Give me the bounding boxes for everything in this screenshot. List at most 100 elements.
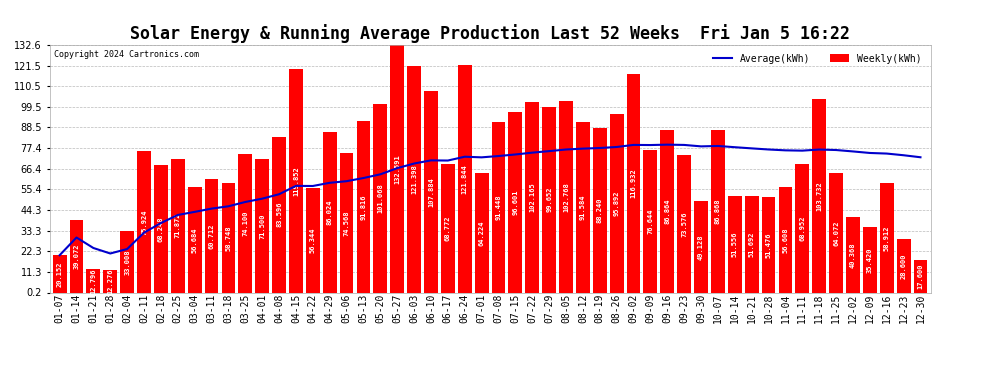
- Bar: [897, 239, 911, 293]
- Text: 64.224: 64.224: [478, 220, 485, 246]
- Bar: [407, 66, 421, 293]
- Text: 71.872: 71.872: [175, 213, 181, 238]
- Bar: [222, 183, 236, 293]
- Text: 51.692: 51.692: [748, 232, 754, 257]
- Text: 86.864: 86.864: [664, 199, 670, 224]
- Bar: [846, 217, 860, 293]
- Bar: [323, 132, 337, 293]
- Text: 83.596: 83.596: [276, 202, 282, 228]
- Text: 74.568: 74.568: [344, 210, 349, 236]
- Text: 51.556: 51.556: [732, 232, 738, 257]
- Text: 103.732: 103.732: [816, 181, 823, 211]
- Bar: [356, 121, 370, 293]
- Text: 116.932: 116.932: [631, 169, 637, 198]
- Bar: [694, 201, 708, 293]
- Text: 49.128: 49.128: [698, 234, 704, 260]
- Bar: [239, 154, 252, 293]
- Text: 64.072: 64.072: [833, 220, 840, 246]
- Bar: [103, 270, 117, 293]
- Bar: [86, 269, 100, 293]
- Text: 96.601: 96.601: [513, 190, 519, 215]
- Bar: [441, 164, 454, 293]
- Bar: [154, 165, 168, 293]
- Text: 28.600: 28.600: [901, 254, 907, 279]
- Bar: [778, 187, 792, 293]
- Bar: [390, 45, 404, 293]
- Bar: [914, 260, 928, 293]
- Text: 56.344: 56.344: [310, 228, 316, 253]
- Text: 39.072: 39.072: [73, 244, 79, 269]
- Bar: [610, 114, 624, 293]
- Text: 102.165: 102.165: [530, 183, 536, 212]
- Text: Copyright 2024 Cartronics.com: Copyright 2024 Cartronics.com: [53, 50, 199, 59]
- Text: 91.584: 91.584: [580, 195, 586, 220]
- Bar: [188, 187, 202, 293]
- Title: Solar Energy & Running Average Production Last 52 Weeks  Fri Jan 5 16:22: Solar Energy & Running Average Productio…: [130, 24, 850, 44]
- Text: 91.448: 91.448: [495, 195, 502, 220]
- Text: 68.952: 68.952: [799, 216, 805, 241]
- Text: 58.912: 58.912: [884, 225, 890, 251]
- Bar: [627, 74, 641, 293]
- Bar: [863, 226, 877, 293]
- Bar: [474, 173, 488, 293]
- Bar: [52, 255, 66, 293]
- Text: 33.008: 33.008: [124, 249, 130, 275]
- Bar: [137, 151, 150, 293]
- Bar: [69, 220, 83, 293]
- Text: 99.652: 99.652: [546, 187, 552, 213]
- Bar: [457, 65, 471, 293]
- Bar: [576, 122, 590, 293]
- Text: 17.600: 17.600: [918, 264, 924, 289]
- Text: 56.684: 56.684: [192, 227, 198, 253]
- Bar: [728, 196, 742, 293]
- Legend: Average(kWh), Weekly(kWh): Average(kWh), Weekly(kWh): [709, 50, 926, 68]
- Bar: [272, 136, 286, 293]
- Text: 68.772: 68.772: [445, 216, 450, 242]
- Text: 12.276: 12.276: [107, 268, 113, 294]
- Bar: [812, 99, 826, 293]
- Bar: [711, 130, 725, 293]
- Bar: [880, 183, 894, 293]
- Text: 20.152: 20.152: [56, 261, 62, 287]
- Text: 73.576: 73.576: [681, 211, 687, 237]
- Bar: [593, 128, 607, 293]
- Text: 76.644: 76.644: [647, 209, 653, 234]
- Bar: [492, 122, 506, 293]
- Bar: [543, 106, 556, 293]
- Bar: [289, 69, 303, 293]
- Text: 75.924: 75.924: [141, 209, 148, 235]
- Bar: [660, 130, 674, 293]
- Bar: [120, 231, 134, 293]
- Bar: [644, 150, 657, 293]
- Text: 86.024: 86.024: [327, 200, 333, 225]
- Bar: [526, 102, 540, 293]
- Bar: [255, 159, 269, 293]
- Bar: [171, 159, 185, 293]
- Text: 95.892: 95.892: [614, 190, 620, 216]
- Bar: [340, 153, 353, 293]
- Text: 91.816: 91.816: [360, 194, 366, 220]
- Bar: [559, 101, 573, 293]
- Bar: [744, 196, 758, 293]
- Text: 68.248: 68.248: [157, 216, 164, 242]
- Text: 71.500: 71.500: [259, 213, 265, 239]
- Text: 119.852: 119.852: [293, 166, 299, 196]
- Text: 74.100: 74.100: [243, 211, 248, 236]
- Bar: [761, 196, 775, 293]
- Text: 121.398: 121.398: [411, 165, 417, 194]
- Bar: [677, 155, 691, 293]
- Bar: [306, 188, 320, 293]
- Text: 88.240: 88.240: [597, 198, 603, 223]
- Text: 86.868: 86.868: [715, 199, 721, 224]
- Text: 132.591: 132.591: [394, 154, 400, 184]
- Bar: [830, 173, 843, 293]
- Text: 101.068: 101.068: [377, 183, 383, 213]
- Text: 51.476: 51.476: [765, 232, 771, 258]
- Text: 40.368: 40.368: [850, 242, 856, 268]
- Text: 107.884: 107.884: [428, 177, 434, 207]
- Bar: [205, 179, 219, 293]
- Text: 58.748: 58.748: [226, 225, 232, 251]
- Bar: [424, 91, 438, 293]
- Text: 35.420: 35.420: [867, 247, 873, 273]
- Bar: [795, 164, 809, 293]
